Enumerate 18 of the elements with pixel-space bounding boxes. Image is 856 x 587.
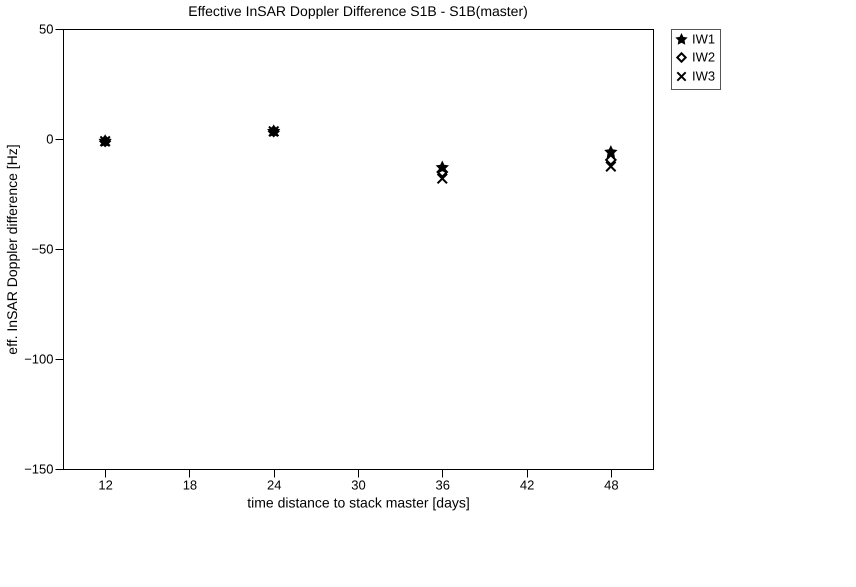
y-tick-label: −150: [24, 462, 54, 476]
legend-label: IW3: [692, 68, 716, 84]
x-tick-label: 48: [604, 478, 619, 492]
x-tick-label: 36: [436, 478, 450, 492]
y-tick-label: −100: [24, 352, 54, 366]
legend-label: IW2: [692, 50, 716, 64]
y-tick-label: 0: [46, 132, 54, 146]
legend-label: IW1: [692, 32, 716, 46]
chart-title: Effective InSAR Doppler Difference S1B - S1B(master): [188, 3, 528, 19]
y-axis-title: eff. InSAR Doppler difference [Hz]: [4, 144, 20, 355]
x-tick-label: 18: [182, 478, 198, 492]
x-axis-title: time distance to stack master [days]: [247, 494, 470, 510]
x-tick-label: 30: [351, 478, 366, 492]
x-tick-label: 24: [266, 478, 282, 492]
y-tick-label: −50: [31, 242, 54, 256]
x-tick-label: 42: [520, 478, 534, 492]
y-tick-label: 50: [39, 22, 54, 36]
x-tick-label: 12: [98, 478, 113, 492]
